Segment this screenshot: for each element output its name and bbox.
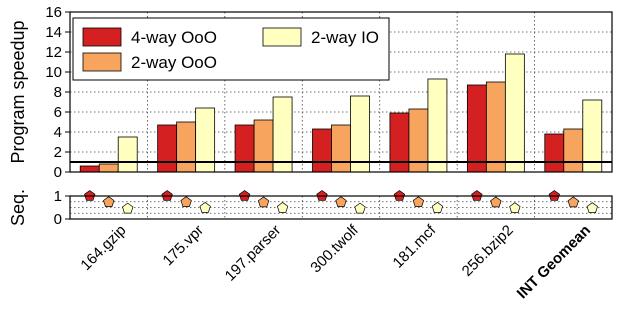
seq-marker-2-way-ooo-175-vpr [180, 196, 192, 208]
bar-2-way-ooo-197-parser [253, 119, 274, 173]
legend-label: 2-way IO [311, 28, 379, 47]
legend-label: 4-way OoO [131, 28, 217, 47]
top-plot-frame [69, 11, 613, 173]
seq-marker-2-way-io-175-vpr [199, 202, 211, 213]
legend-swatch [262, 27, 302, 47]
category-label: INT Geomean [514, 222, 594, 302]
bar-2-way-ooo-256-bzip2 [485, 81, 506, 173]
bottom-y-tick-label: 1 [54, 188, 62, 205]
top-y-axis-label: Program speedup [8, 20, 28, 163]
bar-4-way-ooo-181-mcf [389, 112, 410, 173]
bottom-y-tick-label: 0 [54, 211, 62, 228]
category-label: 197.parser [222, 222, 285, 285]
bar-2-way-io-256-bzip2 [504, 53, 525, 173]
bar-2-way-ooo-164-gzip [98, 163, 119, 173]
bar-4-way-ooo-300-twolf [312, 128, 332, 173]
bar-2-way-io-300-twolf [350, 95, 370, 173]
bar-2-way-ooo-300-twolf [331, 124, 351, 173]
category-label: 181.mcf [390, 221, 440, 271]
seq-marker-2-way-io-int-geomean [586, 202, 598, 213]
bar-4-way-ooo-164-gzip [79, 165, 100, 173]
seq-marker-2-way-io-181-mcf [431, 202, 444, 213]
top-y-tick-label: 14 [45, 24, 62, 41]
bar-2-way-io-181-mcf [427, 78, 448, 173]
bottom-y-axis-label: Seq. [8, 189, 28, 226]
seq-marker-2-way-ooo-256-bzip2 [490, 196, 502, 208]
legend-swatch [82, 52, 122, 72]
bar-4-way-ooo-int-geomean [544, 133, 565, 173]
top-y-tick-label: 2 [54, 144, 62, 161]
top-y-tick-label: 8 [54, 84, 62, 101]
category-label: 300.twolf [307, 221, 362, 276]
seq-marker-2-way-ooo-300-twolf [335, 196, 347, 208]
top-y-tick-label: 12 [45, 44, 62, 61]
seq-marker-2-way-io-300-twolf [354, 202, 366, 214]
top-y-tick-label: 10 [45, 64, 62, 81]
seq-marker-2-way-io-164-gzip [122, 202, 134, 214]
seq-marker-2-way-io-256-bzip2 [509, 202, 521, 213]
top-y-tick-label: 6 [54, 104, 62, 121]
seq-marker-2-way-io-197-parser [276, 202, 289, 213]
seq-marker-2-way-ooo-int-geomean [567, 196, 579, 208]
category-label: 164.gzip [77, 222, 129, 274]
bar-2-way-ooo-175-vpr [176, 121, 197, 173]
bottom-plot-area [70, 196, 612, 219]
bar-4-way-ooo-197-parser [234, 124, 255, 173]
legend-box [72, 17, 390, 81]
bar-2-way-ooo-int-geomean [563, 128, 584, 173]
bar-2-way-io-197-parser [272, 96, 293, 173]
bar-2-way-io-164-gzip [117, 136, 138, 173]
category-label: 256.bzip2 [459, 222, 517, 280]
category-label: 175.vpr [160, 222, 207, 269]
bar-4-way-ooo-175-vpr [157, 124, 178, 173]
top-y-tick-label: 16 [45, 4, 62, 21]
top-y-tick-label: 0 [54, 164, 62, 181]
top-y-tick-label: 4 [54, 124, 62, 141]
bottom-plot-frame [69, 195, 613, 220]
legend-label: 2-way OoO [131, 53, 217, 72]
seq-marker-2-way-ooo-181-mcf [412, 196, 425, 208]
legend-swatch [82, 27, 122, 47]
seq-marker-2-way-ooo-197-parser [257, 196, 270, 208]
bar-4-way-ooo-256-bzip2 [466, 84, 487, 173]
seq-marker-2-way-ooo-164-gzip [103, 196, 115, 208]
